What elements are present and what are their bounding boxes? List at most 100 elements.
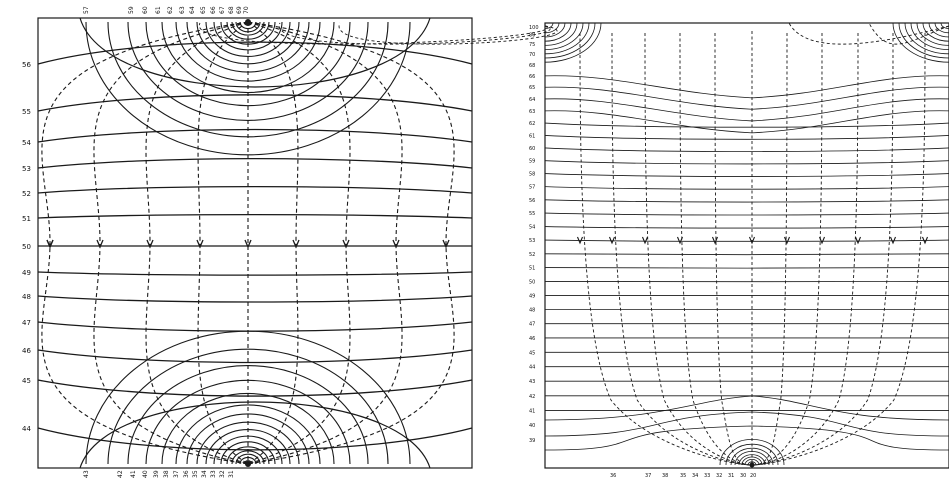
- pole-top: [245, 19, 251, 25]
- contour-label-bottom: 37: [645, 473, 651, 479]
- pole-contour-outer: [80, 402, 430, 468]
- equipotential-line: [545, 227, 949, 229]
- left-solid-lines: [38, 18, 472, 468]
- field-line: [146, 22, 248, 464]
- equipotential-line: [545, 99, 949, 121]
- contour-label-top: 59: [128, 6, 135, 14]
- contour-label-top: 70: [243, 6, 250, 14]
- contour-label-bottom: 36: [610, 473, 616, 479]
- equipotential-line: [545, 426, 949, 450]
- contour-label-top: 69: [236, 6, 243, 14]
- field-line: [248, 22, 350, 464]
- contour-label-bottom: 34: [201, 470, 208, 478]
- right-arrows: [578, 237, 928, 243]
- field-line: [248, 22, 298, 464]
- contour-label: 55: [22, 108, 31, 116]
- contour-label: 45: [22, 377, 31, 385]
- contour-label-bottom: 20: [750, 473, 756, 479]
- contour-label: 53: [22, 165, 31, 173]
- contour-label: 61: [529, 133, 535, 139]
- contour-label-bottom: 36: [183, 470, 190, 478]
- field-arrow: [923, 237, 928, 243]
- field-line: [248, 22, 402, 464]
- pole-contour: [545, 23, 601, 62]
- equipotential-line: [38, 350, 472, 362]
- contour-label-bottom: 33: [704, 473, 710, 479]
- equipotential-line: [545, 412, 949, 436]
- contour-label: 48: [22, 293, 31, 301]
- contour-label: 54: [22, 139, 31, 147]
- field-arrow: [785, 237, 790, 243]
- pole-bottom: [245, 461, 251, 467]
- contour-label: 49: [22, 269, 31, 277]
- contour-label: 41: [529, 408, 535, 414]
- field-line: [752, 33, 893, 465]
- contour-label: 63: [529, 109, 535, 115]
- pole-contour: [893, 23, 949, 62]
- contour-label-bottom: 33: [210, 470, 217, 478]
- contour-label: 42: [529, 394, 535, 400]
- contour-label-bottom: 31: [228, 470, 235, 478]
- equipotential-line: [545, 187, 949, 190]
- contour-label: 65: [529, 85, 535, 91]
- equipotential-line: [545, 135, 949, 139]
- equipotential-line: [38, 296, 472, 302]
- contour-label-bottom: 41: [130, 470, 137, 478]
- contour-label-bottom: 42: [117, 470, 124, 478]
- contour-label-top: 67: [219, 6, 226, 14]
- equipotential-line: [545, 87, 949, 109]
- equipotential-line: [38, 272, 472, 275]
- contour-label-bottom: 38: [163, 470, 170, 478]
- left-panel-frame: [38, 18, 472, 468]
- contour-label-top: 60: [142, 6, 149, 14]
- right-panel-frame: [545, 23, 949, 468]
- contour-label: 75: [529, 42, 535, 48]
- contour-label-bottom: 40: [142, 470, 149, 478]
- equipotential-line: [545, 200, 949, 202]
- right-solid-lines: [545, 23, 949, 468]
- contour-label-bottom: 43: [83, 470, 90, 478]
- equipotential-line: [545, 161, 949, 164]
- contour-label: 51: [529, 266, 535, 272]
- contour-label: 53: [529, 238, 535, 244]
- right-labels: 1008075706866656463626160595857565554535…: [529, 25, 539, 444]
- contour-label: 54: [529, 225, 535, 231]
- equipotential-line: [545, 213, 949, 215]
- contour-label: 56: [529, 198, 535, 204]
- contour-label: 48: [529, 307, 535, 313]
- field-arrow: [713, 237, 718, 243]
- contour-label: 44: [22, 425, 31, 433]
- contour-label-bottom: 39: [153, 470, 160, 478]
- contour-label-bottom: 32: [219, 470, 226, 478]
- field-line: [339, 23, 557, 44]
- contour-label: 39: [529, 438, 535, 444]
- equipotential-line: [545, 240, 949, 241]
- equipotential-line: [545, 148, 949, 152]
- contour-label: 57: [529, 185, 535, 191]
- field-line: [580, 33, 752, 465]
- contour-label: 62: [529, 121, 535, 127]
- contour-label-top: 65: [200, 6, 207, 14]
- contour-label-bottom: 35: [192, 470, 199, 478]
- pole-contour-outer: [80, 18, 430, 87]
- equipotential-line: [38, 187, 472, 193]
- equipotential-line: [545, 174, 949, 177]
- contour-label: 46: [529, 336, 535, 342]
- contour-label: 52: [22, 190, 31, 198]
- contour-label-top: 61: [155, 6, 162, 14]
- contour-label: 50: [22, 243, 31, 251]
- field-line: [645, 33, 752, 465]
- contour-label-bottom: 37: [173, 470, 180, 478]
- contour-label: 70: [529, 52, 535, 58]
- contour-label: 40: [529, 423, 535, 429]
- contour-label-bottom: 38: [662, 473, 668, 479]
- contour-label: 50: [529, 279, 535, 285]
- equipotential-line: [38, 95, 472, 111]
- field-arrow: [856, 237, 861, 243]
- contour-label-top: 66: [210, 6, 217, 14]
- contour-label-top: 68: [228, 6, 235, 14]
- contour-label: 47: [22, 319, 31, 327]
